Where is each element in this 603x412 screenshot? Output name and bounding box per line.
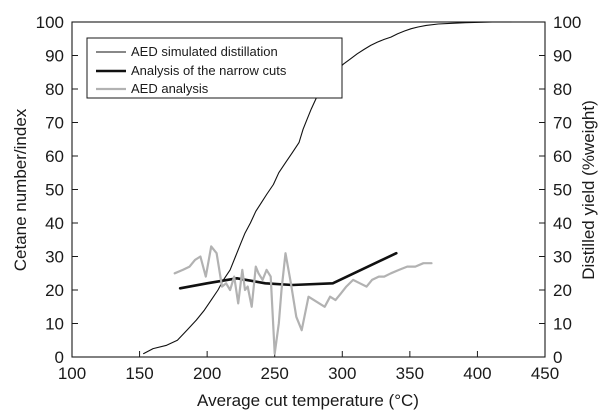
series-layer bbox=[143, 21, 512, 355]
y2-tick-label: 100 bbox=[553, 13, 581, 32]
y-tick-label: 20 bbox=[45, 281, 64, 300]
y2-tick-label: 90 bbox=[553, 47, 572, 66]
x-tick-label: 450 bbox=[531, 364, 559, 383]
legend-box bbox=[86, 37, 343, 99]
y-tick-label: 90 bbox=[45, 47, 64, 66]
left-y-axis: 0 10 20 30 40 50 60 70 80 90 100 bbox=[36, 13, 78, 367]
x-tick-label: 100 bbox=[58, 364, 86, 383]
y2-tick-label: 50 bbox=[553, 181, 572, 200]
y-tick-label: 10 bbox=[45, 315, 64, 334]
y2-tick-label: 70 bbox=[553, 114, 572, 133]
right-y-axis: 0 10 20 30 40 50 60 70 80 90 100 bbox=[539, 13, 581, 367]
y2-tick-label: 30 bbox=[553, 248, 572, 267]
y-tick-label: 0 bbox=[55, 348, 64, 367]
y-tick-label: 60 bbox=[45, 147, 64, 166]
right-y-axis-title: Distilled yield (%weight) bbox=[579, 100, 598, 280]
series-line-aed-simulated-distillation bbox=[143, 21, 512, 355]
legend-label-analysis-of-the-narrow-cuts: Analysis of the narrow cuts bbox=[131, 63, 287, 78]
x-axis-title: Average cut temperature (°C) bbox=[197, 391, 419, 410]
left-y-axis-title: Cetane number/index bbox=[11, 108, 30, 271]
x-axis: 100 150 200 250 300 350 400 450 bbox=[58, 351, 559, 383]
y-tick-label: 100 bbox=[36, 13, 64, 32]
series-line-aed-analysis bbox=[173, 245, 433, 355]
y-tick-label: 50 bbox=[45, 181, 64, 200]
series-line-analysis-of-the-narrow-cuts bbox=[178, 251, 398, 290]
y2-tick-label: 10 bbox=[553, 315, 572, 334]
y-tick-label: 70 bbox=[45, 114, 64, 133]
y-tick-label: 80 bbox=[45, 80, 64, 99]
y2-tick-label: 20 bbox=[553, 281, 572, 300]
legend-label-aed-analysis: AED analysis bbox=[131, 81, 209, 96]
x-tick-label: 400 bbox=[463, 364, 491, 383]
y-tick-label: 40 bbox=[45, 214, 64, 233]
legend-label-aed-simulated-distillation: AED simulated distillation bbox=[131, 44, 278, 59]
x-tick-label: 350 bbox=[396, 364, 424, 383]
y2-tick-label: 60 bbox=[553, 147, 572, 166]
y2-tick-label: 0 bbox=[553, 348, 562, 367]
x-tick-label: 200 bbox=[193, 364, 221, 383]
y-tick-label: 30 bbox=[45, 248, 64, 267]
x-tick-label: 150 bbox=[125, 364, 153, 383]
y2-tick-label: 40 bbox=[553, 214, 572, 233]
legend: AED simulated distillation Analysis of t… bbox=[86, 37, 343, 99]
x-tick-label: 300 bbox=[328, 364, 356, 383]
y2-tick-label: 80 bbox=[553, 80, 572, 99]
x-tick-label: 250 bbox=[261, 364, 289, 383]
